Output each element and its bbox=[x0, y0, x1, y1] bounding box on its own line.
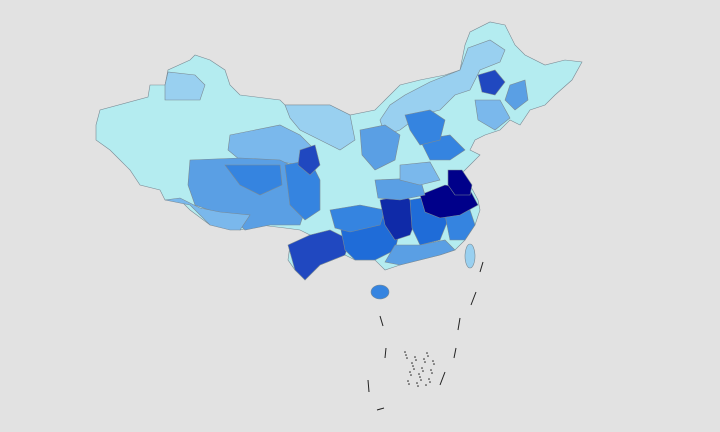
tibet-mid-region bbox=[224, 164, 283, 196]
dash-segment bbox=[479, 261, 484, 273]
dash-segment bbox=[379, 315, 384, 327]
islet bbox=[411, 362, 413, 364]
islet bbox=[432, 360, 434, 362]
inner-mongolia-region bbox=[379, 39, 506, 136]
islet bbox=[413, 368, 415, 370]
islet bbox=[422, 370, 424, 372]
islet bbox=[407, 380, 409, 382]
islet bbox=[426, 352, 428, 354]
guizhou-region bbox=[329, 204, 386, 233]
islet bbox=[433, 363, 435, 365]
islet bbox=[419, 376, 421, 378]
dash-segment bbox=[439, 371, 446, 386]
henan-region bbox=[399, 161, 441, 186]
islet bbox=[414, 356, 416, 358]
heilongjiang-dark-region bbox=[477, 69, 506, 96]
islet bbox=[408, 383, 410, 385]
islet bbox=[416, 382, 418, 384]
qinghai-dark-region bbox=[297, 144, 321, 176]
islet bbox=[421, 367, 423, 369]
islet bbox=[409, 371, 411, 373]
taiwan-island bbox=[464, 243, 476, 269]
islet bbox=[429, 381, 431, 383]
islet bbox=[431, 372, 433, 374]
islet bbox=[405, 354, 407, 356]
yunnan-region bbox=[287, 229, 351, 281]
nine-dash-line bbox=[367, 261, 484, 411]
dash-segment bbox=[367, 379, 370, 393]
dash-segment bbox=[384, 347, 387, 359]
jiangsu-region bbox=[447, 169, 473, 196]
islet bbox=[418, 373, 420, 375]
islet bbox=[423, 358, 425, 360]
liaoning-region bbox=[474, 99, 511, 131]
islet bbox=[428, 378, 430, 380]
dash-segment bbox=[470, 291, 477, 306]
islet bbox=[406, 357, 408, 359]
islet bbox=[417, 385, 419, 387]
islet bbox=[420, 379, 422, 381]
guangdong-region bbox=[384, 239, 456, 266]
shaanxi-region bbox=[359, 124, 401, 171]
islet bbox=[424, 361, 426, 363]
hebei-region bbox=[404, 109, 446, 146]
dash-segment bbox=[457, 317, 461, 331]
xinjiang-north-region bbox=[164, 71, 206, 101]
islet bbox=[410, 374, 412, 376]
islet bbox=[404, 351, 406, 353]
jilin-region bbox=[504, 79, 529, 111]
islet bbox=[430, 369, 432, 371]
tibet-south-region bbox=[164, 197, 251, 231]
islet bbox=[412, 365, 414, 367]
dash-segment bbox=[453, 347, 457, 359]
islet bbox=[427, 355, 429, 357]
gansu-region bbox=[284, 104, 356, 151]
islet bbox=[415, 359, 417, 361]
hainan-island bbox=[370, 284, 390, 300]
islet bbox=[425, 384, 427, 386]
dash-segment bbox=[376, 407, 385, 411]
